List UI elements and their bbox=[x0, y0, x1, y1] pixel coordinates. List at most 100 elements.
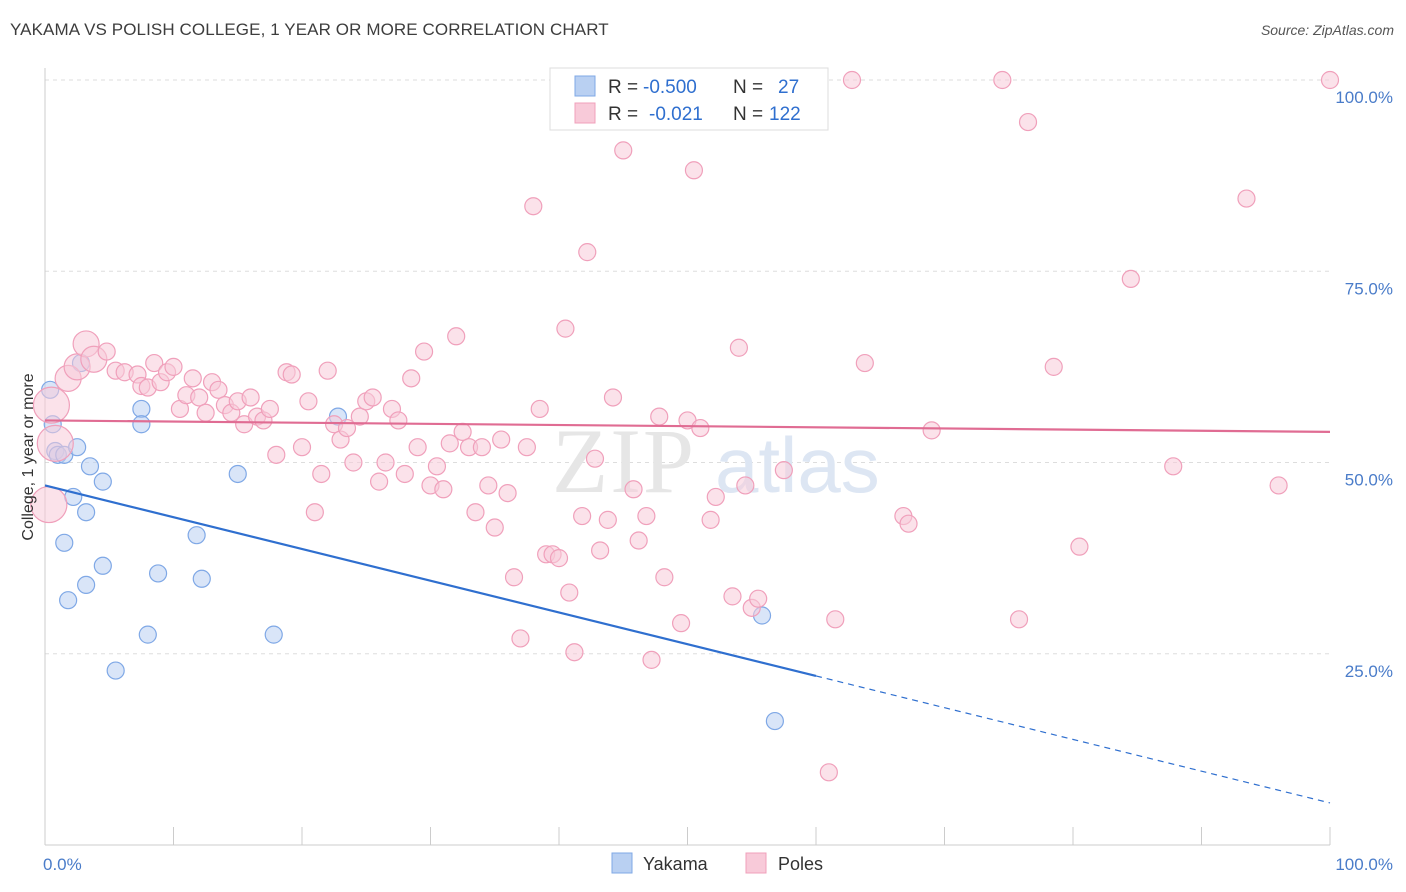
legend-n-value-poles: 122 bbox=[769, 104, 801, 125]
poles-point-95 bbox=[691, 418, 710, 438]
poles-point-20 bbox=[190, 388, 209, 407]
yakama-trend-line bbox=[44, 484, 817, 678]
legend-n-label-poles: N = bbox=[733, 104, 763, 125]
poles-point-92 bbox=[671, 614, 691, 633]
poles-point-121 bbox=[899, 514, 918, 533]
yakama-point-20 bbox=[138, 625, 157, 644]
poles-point-112 bbox=[1009, 610, 1029, 629]
poles-point-21 bbox=[196, 403, 215, 422]
poles-point-77 bbox=[560, 583, 579, 602]
poles-point-28 bbox=[241, 388, 260, 407]
y-tick-label-0: 25.0% bbox=[1345, 662, 1393, 681]
poles-point-86 bbox=[624, 480, 643, 499]
poles-point-51 bbox=[395, 464, 414, 484]
poles-point-100 bbox=[729, 338, 749, 357]
poles-point-32 bbox=[267, 445, 286, 464]
poles-point-111 bbox=[993, 70, 1012, 90]
yakama-point-11 bbox=[55, 533, 74, 552]
legend: R = -0.500 N = 27 R = -0.021 N = 122 bbox=[549, 67, 829, 131]
poles-point-39 bbox=[318, 361, 337, 380]
yakama-point-19 bbox=[192, 569, 211, 588]
poles-point-70 bbox=[517, 438, 536, 457]
poles-point-54 bbox=[414, 342, 434, 361]
y-tick-label-2: 75.0% bbox=[1345, 279, 1393, 298]
poles-point-66 bbox=[492, 430, 511, 449]
poles-point-47 bbox=[370, 472, 389, 491]
y-tick-label-3: 100.0% bbox=[1335, 88, 1393, 107]
watermark-atlas: atlas bbox=[715, 421, 880, 509]
yakama-point-23 bbox=[264, 625, 283, 644]
yakama-trend-extension bbox=[815, 675, 1331, 804]
poles-point-89 bbox=[642, 650, 661, 669]
poles-point-67 bbox=[498, 484, 517, 503]
poles-point-68 bbox=[504, 568, 524, 587]
poles-point-46 bbox=[363, 388, 382, 407]
y-tick-label-1: 50.0% bbox=[1345, 471, 1393, 490]
yakama-point-8 bbox=[93, 472, 112, 491]
poles-point-87 bbox=[629, 531, 648, 550]
poles-point-108 bbox=[855, 353, 874, 373]
yakama-point-17 bbox=[148, 564, 168, 583]
poles-point-99 bbox=[723, 587, 742, 606]
legend-n-value-yakama: 27 bbox=[778, 77, 799, 98]
poles-point-114 bbox=[1044, 357, 1063, 376]
poles-point-62 bbox=[466, 503, 485, 522]
poles-point-0 bbox=[32, 386, 71, 424]
yakama-point-18 bbox=[187, 526, 206, 545]
poles-point-113 bbox=[1018, 112, 1038, 132]
yakama-point-16 bbox=[132, 415, 151, 434]
poles-point-98 bbox=[706, 487, 725, 507]
poles-point-71 bbox=[524, 197, 543, 216]
x-tick-label-0: 0.0% bbox=[43, 855, 82, 874]
poles-point-91 bbox=[655, 568, 674, 587]
poles-point-94 bbox=[684, 161, 704, 180]
poles-point-90 bbox=[650, 407, 669, 426]
poles-point-104 bbox=[774, 461, 793, 480]
poles-point-118 bbox=[1237, 189, 1256, 208]
poles-point-116 bbox=[1121, 269, 1140, 288]
tick-labels: 25.0% 50.0% 75.0% 100.0% 0.0% 100.0% bbox=[43, 88, 1393, 874]
poles-point-101 bbox=[736, 476, 755, 495]
poles-point-80 bbox=[578, 243, 597, 262]
poles-points bbox=[30, 70, 1340, 782]
poles-point-57 bbox=[434, 480, 453, 499]
poles-point-81 bbox=[585, 449, 605, 468]
yakama-points bbox=[41, 353, 784, 731]
poles-point-13 bbox=[145, 353, 164, 373]
poles-point-105 bbox=[819, 763, 838, 782]
bottom-legend-label-yakama: Yakama bbox=[643, 854, 709, 874]
poles-point-23 bbox=[209, 380, 228, 399]
source-label: Source: ZipAtlas.com bbox=[1260, 22, 1394, 38]
poles-point-16 bbox=[164, 357, 183, 376]
poles-point-38 bbox=[312, 464, 331, 484]
bottom-legend-label-poles: Poles bbox=[778, 854, 823, 874]
poles-point-48 bbox=[376, 453, 395, 472]
poles-point-107 bbox=[842, 70, 862, 90]
poles-point-88 bbox=[637, 506, 656, 526]
bottom-legend: Yakama Poles bbox=[611, 852, 823, 874]
poles-point-59 bbox=[447, 327, 466, 346]
poles-point-110 bbox=[922, 421, 941, 440]
yakama-point-15 bbox=[132, 399, 151, 419]
poles-point-115 bbox=[1070, 537, 1089, 556]
poles-point-103 bbox=[749, 589, 768, 608]
yakama-point-21 bbox=[106, 661, 125, 680]
poles-point-63 bbox=[472, 438, 491, 457]
poles-point-75 bbox=[549, 549, 569, 568]
poles-point-35 bbox=[292, 438, 312, 457]
poles-point-76 bbox=[556, 319, 575, 338]
poles-point-34 bbox=[282, 365, 301, 384]
poles-point-78 bbox=[565, 643, 584, 662]
poles-point-79 bbox=[573, 506, 592, 526]
poles-point-72 bbox=[530, 399, 549, 419]
poles-point-120 bbox=[1320, 70, 1340, 90]
legend-r-value-yakama: -0.500 bbox=[643, 77, 697, 98]
poles-point-53 bbox=[408, 438, 427, 457]
poles-trend-line bbox=[44, 419, 1331, 433]
poles-point-119 bbox=[1269, 476, 1288, 495]
trend-lines bbox=[44, 419, 1331, 804]
poles-point-117 bbox=[1164, 457, 1183, 476]
poles-point-19 bbox=[183, 369, 202, 388]
chart-title: YAKAMA VS POLISH COLLEGE, 1 YEAR OR MORE… bbox=[10, 20, 609, 39]
